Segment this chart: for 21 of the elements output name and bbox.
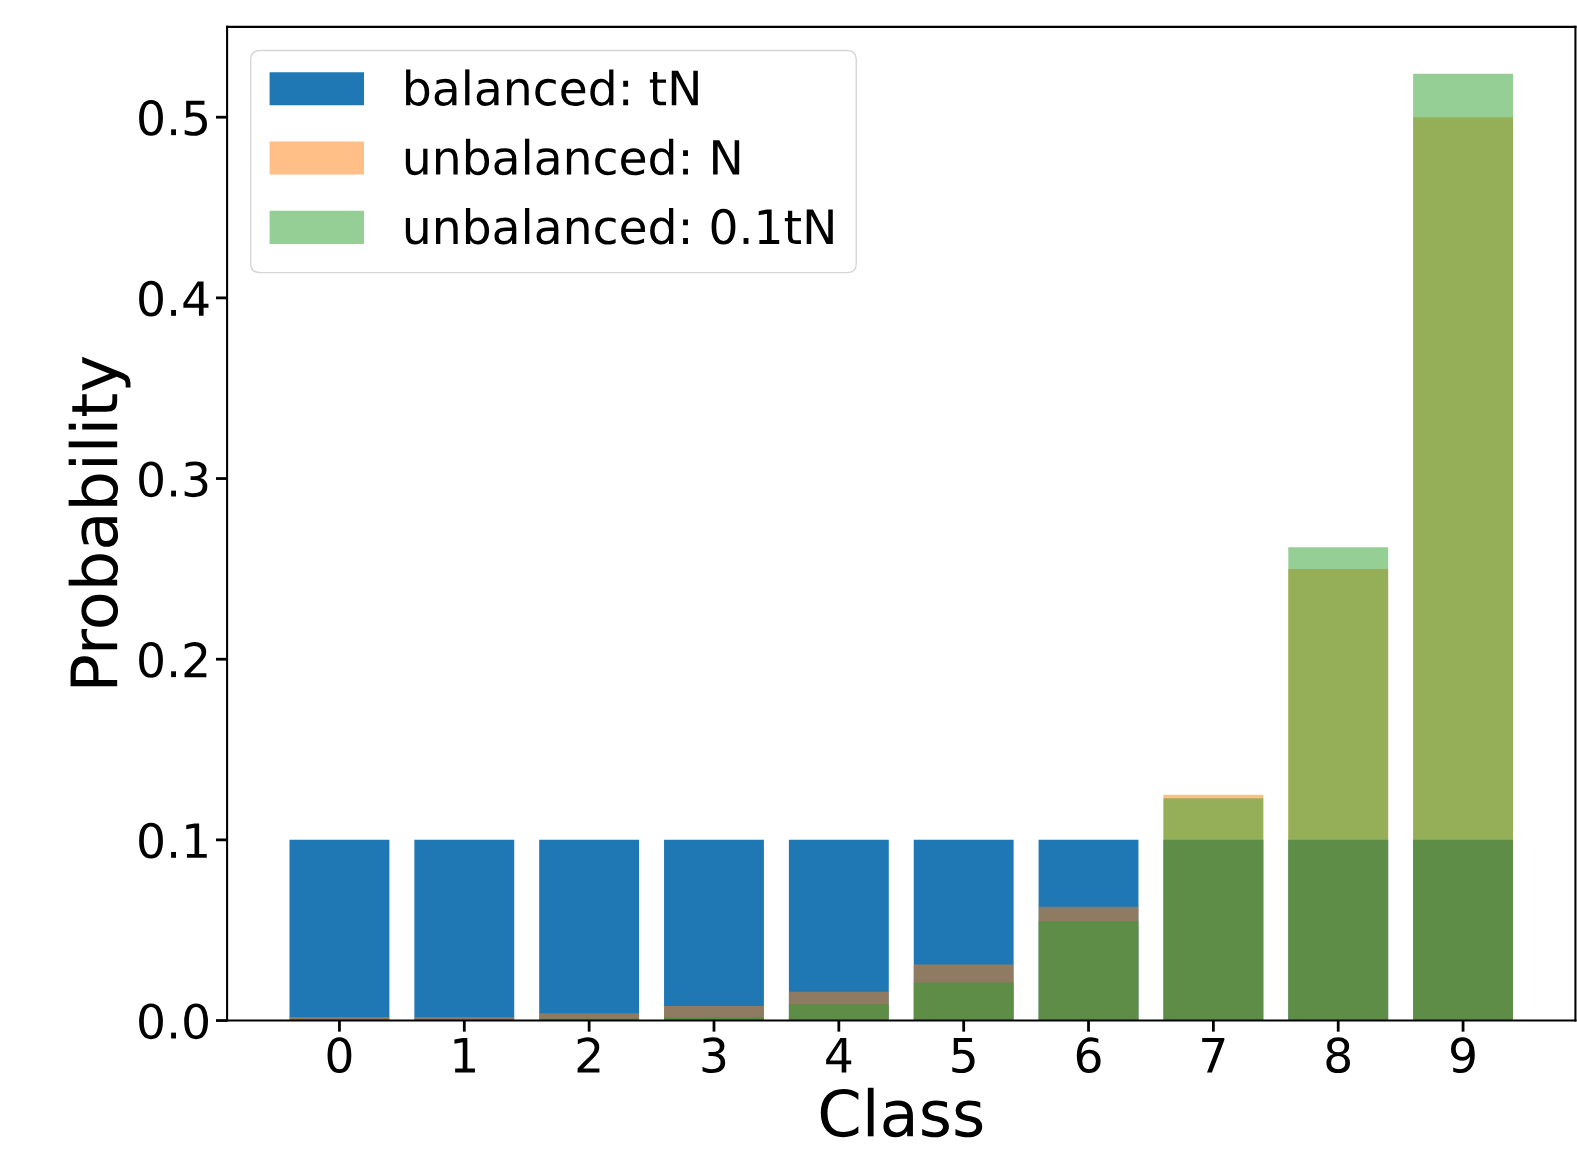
x-tick-label: 7	[1202, 1037, 1225, 1073]
y-tick-label: 0.0	[139, 1003, 208, 1040]
y-tick-label: 0.3	[139, 461, 208, 498]
x-tick-label: 0	[327, 1037, 352, 1074]
y-tick-label: 0.2	[139, 642, 207, 678]
x-tick-label: 5	[952, 1037, 975, 1074]
x-tick-label: 8	[1326, 1037, 1351, 1074]
legend-label: unbalanced: 0.1tN	[405, 208, 833, 245]
x-axis-title: Class	[820, 1087, 983, 1138]
x-tick-label: 4	[826, 1037, 852, 1073]
y-tick-label: 0.5	[139, 100, 207, 136]
x-tick-label: 9	[1451, 1037, 1475, 1074]
y-axis-title: Probability	[68, 356, 131, 687]
x-tick-label: 6	[1076, 1037, 1101, 1074]
x-tick-label: 1	[454, 1037, 475, 1073]
y-tick-label: 0.1	[139, 822, 207, 859]
x-tick-label: 2	[577, 1037, 600, 1073]
legend-label: unbalanced: N	[405, 138, 740, 176]
x-tick-label: 3	[702, 1037, 726, 1074]
y-tick-label: 0.4	[139, 280, 209, 317]
legend-label: balanced: tN	[406, 69, 698, 106]
